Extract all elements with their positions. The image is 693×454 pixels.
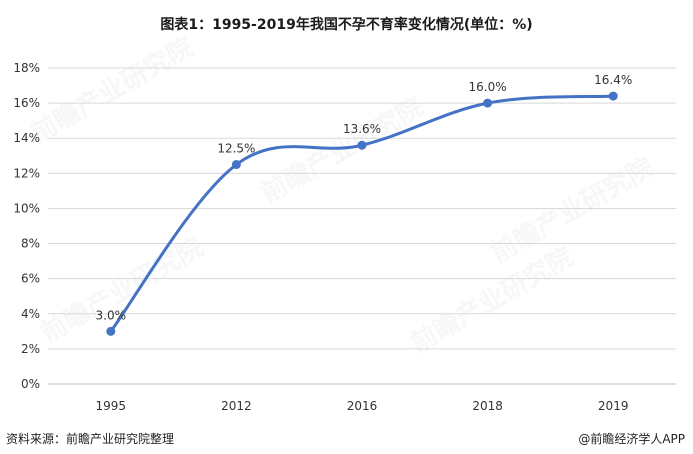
y-tick-label: 6%	[21, 272, 40, 286]
data-label: 3.0%	[96, 308, 127, 322]
data-label: 16.0%	[469, 80, 507, 94]
source-note: 资料来源：前瞻产业研究院整理	[6, 432, 175, 446]
x-tick-label: 2016	[347, 399, 378, 413]
data-label: 13.6%	[343, 122, 381, 136]
y-tick-label: 12%	[13, 166, 40, 180]
data-point	[608, 91, 618, 101]
x-tick-label: 2019	[598, 399, 629, 413]
data-point	[483, 98, 493, 108]
data-point	[357, 140, 367, 150]
data-label: 12.5%	[217, 142, 255, 156]
y-tick-label: 10%	[13, 201, 40, 215]
x-tick-label: 2012	[221, 399, 252, 413]
x-tick-label: 2018	[472, 399, 503, 413]
credit-note: @前瞻经济学人APP	[578, 432, 685, 446]
y-tick-label: 14%	[13, 131, 40, 145]
y-tick-label: 16%	[13, 96, 40, 110]
chart-title: 图表1：1995-2019年我国不孕不育率变化情况(单位：%)	[160, 17, 533, 33]
data-label: 16.4%	[594, 73, 632, 87]
y-tick-label: 18%	[13, 61, 40, 75]
series-line	[109, 94, 615, 333]
data-point	[231, 160, 241, 170]
y-tick-label: 4%	[21, 307, 40, 321]
y-tick-label: 0%	[21, 377, 40, 391]
x-tick-label: 1995	[96, 399, 127, 413]
y-tick-label: 2%	[21, 342, 40, 356]
data-point	[106, 326, 116, 336]
y-tick-label: 8%	[21, 237, 40, 251]
